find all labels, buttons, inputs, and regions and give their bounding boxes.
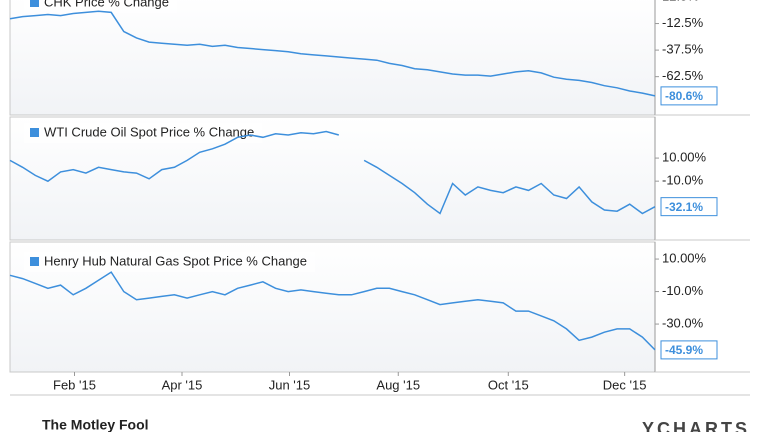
x-tick-label: Oct '15 bbox=[488, 377, 529, 392]
y-tick-label: 10.00% bbox=[662, 150, 707, 165]
legend-swatch bbox=[30, 257, 39, 266]
end-label: -80.6% bbox=[665, 89, 703, 103]
x-tick-label: Dec '15 bbox=[603, 377, 647, 392]
legend-label: WTI Crude Oil Spot Price % Change bbox=[44, 124, 254, 139]
end-label-box bbox=[660, 86, 718, 106]
y-tick-label: -62.5% bbox=[662, 68, 704, 83]
footer-left: The Motley Fool bbox=[42, 417, 149, 432]
x-tick-label: Feb '15 bbox=[53, 377, 96, 392]
series-line bbox=[9, 130, 340, 183]
legend-swatch bbox=[30, 128, 39, 137]
x-tick-label: Jun '15 bbox=[269, 377, 311, 392]
y-tick-label: -30.0% bbox=[662, 316, 704, 331]
panel bbox=[9, 0, 656, 116]
series-line bbox=[363, 159, 656, 215]
series-line bbox=[9, 10, 656, 97]
legend-box bbox=[24, 123, 263, 143]
end-label: -45.9% bbox=[665, 343, 703, 357]
y-tick-label: -37.5% bbox=[662, 42, 704, 57]
legend-label: Henry Hub Natural Gas Spot Price % Chang… bbox=[44, 253, 307, 268]
series-line bbox=[9, 271, 656, 351]
end-label-box bbox=[660, 197, 718, 217]
y-tick-label: 10.00% bbox=[662, 251, 707, 266]
legend-box bbox=[24, 252, 316, 272]
x-tick-label: Apr '15 bbox=[162, 377, 203, 392]
end-label-box bbox=[660, 340, 718, 360]
y-tick-label: 12.5% bbox=[662, 0, 699, 3]
legend-swatch bbox=[30, 0, 39, 7]
legend-label: CHK Price % Change bbox=[44, 0, 169, 9]
end-label: -32.1% bbox=[665, 200, 703, 214]
y-tick-label: -12.5% bbox=[662, 15, 704, 30]
footer-right: YCHARTS bbox=[642, 419, 750, 432]
x-tick-label: Aug '15 bbox=[376, 377, 420, 392]
y-tick-label: -10.0% bbox=[662, 173, 704, 188]
legend-box bbox=[24, 0, 177, 13]
y-tick-label: -10.0% bbox=[662, 283, 704, 298]
